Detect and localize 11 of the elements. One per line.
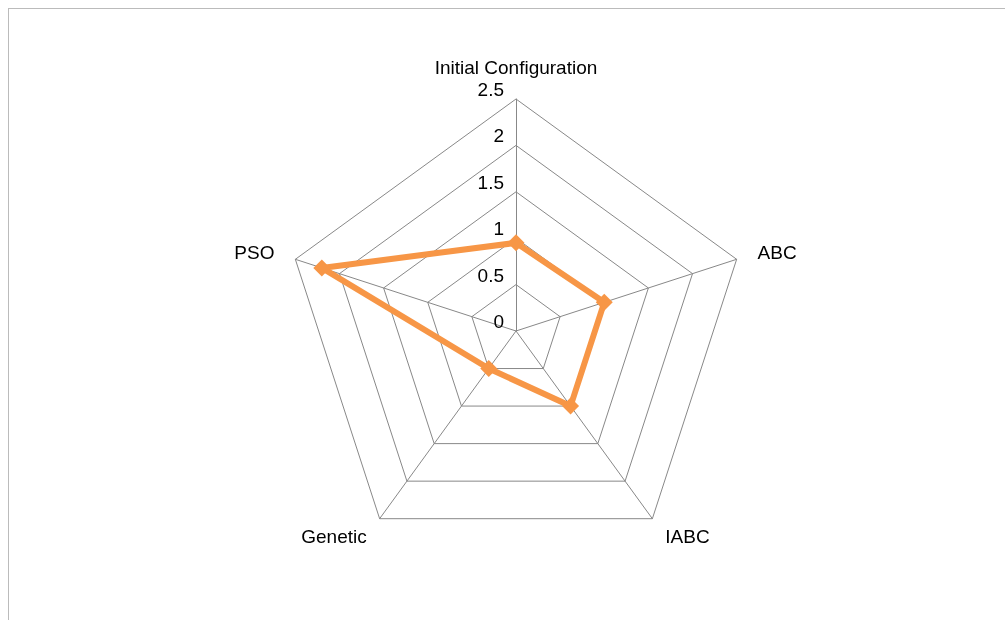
y-tick-label: 2.5 [477, 79, 504, 100]
y-tick-label: 1 [493, 218, 504, 240]
spoke-label: IABC [665, 525, 710, 547]
y-tick-label: 0.5 [477, 264, 504, 286]
spoke-label: Initial Configuration [434, 57, 598, 78]
spoke-label: ABC [757, 242, 797, 264]
y-tick-label: 1.5 [477, 171, 504, 193]
spoke-label: Genetic [301, 525, 367, 547]
spoke-label: PSO [234, 242, 275, 264]
y-tick-label: 0 [493, 311, 504, 332]
y-tick-label: 2 [493, 125, 504, 147]
